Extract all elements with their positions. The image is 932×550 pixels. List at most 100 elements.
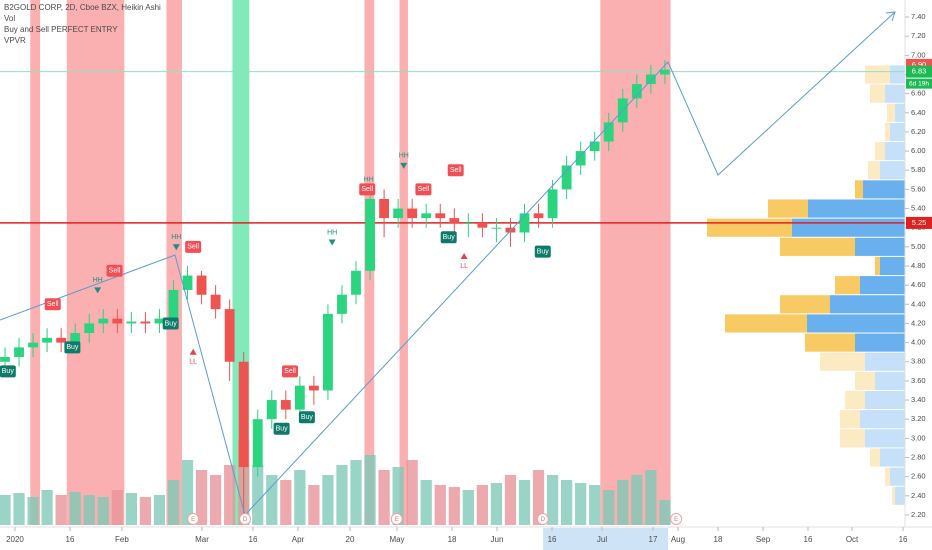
signal-label: Sell <box>418 186 430 193</box>
signal-badge <box>298 411 315 424</box>
candle-body <box>126 321 137 324</box>
profile-down <box>805 333 855 352</box>
profile-up <box>880 256 905 276</box>
event-label: D <box>243 517 248 523</box>
countdown-label: 6d 19h <box>909 80 929 87</box>
x-tick-label: Apr <box>292 535 305 544</box>
x-tick-label: May <box>389 535 404 544</box>
profile-down <box>887 103 895 122</box>
price-badge <box>906 65 932 78</box>
x-tick-label: 18 <box>714 535 723 544</box>
profile-down <box>768 199 808 218</box>
volume-bar <box>378 470 390 525</box>
y-tick-label: 3.20 <box>911 414 926 423</box>
candle-body <box>393 208 404 219</box>
profile-up <box>807 314 905 333</box>
volume-bar <box>224 465 236 525</box>
signal-badge <box>185 240 202 253</box>
x-tick-label: 16 <box>249 535 258 544</box>
pivot-arrow <box>172 244 180 251</box>
signal-band <box>399 0 408 525</box>
volume-bar <box>252 465 264 525</box>
volume-bar <box>181 460 194 525</box>
profile-down <box>820 352 865 371</box>
volume-bar <box>350 460 362 525</box>
volume-bar <box>125 493 137 525</box>
volume-bar <box>209 475 222 525</box>
candle-body <box>575 151 586 166</box>
trend-drawing <box>0 11 896 516</box>
y-tick-label: 2.20 <box>911 510 926 519</box>
pivot-label: HH <box>399 153 409 160</box>
event-marker <box>390 513 403 525</box>
signal-label: Sell <box>187 244 199 251</box>
x-tick-label: 16 <box>66 535 75 544</box>
volume-bar <box>645 470 657 525</box>
profile-up <box>863 180 905 199</box>
volume-bar <box>41 490 53 525</box>
candle-body <box>252 419 263 468</box>
candle-body <box>323 313 333 391</box>
y-tick-label: 6.40 <box>911 108 926 117</box>
x-tick-label: 17 <box>649 535 658 544</box>
x-tick-label: 18 <box>448 535 457 544</box>
y-tick-label: 2.60 <box>911 472 926 481</box>
profile-up <box>855 237 905 256</box>
volume-bar <box>603 490 615 525</box>
profile-down <box>840 410 860 429</box>
candle-body <box>168 289 179 319</box>
signal-badge <box>162 317 179 330</box>
profile-up <box>808 199 905 218</box>
profile-up <box>880 161 905 180</box>
signal-badge <box>534 245 551 258</box>
y-tick-label: 6.20 <box>911 127 926 136</box>
volume-bar <box>322 475 334 525</box>
candle-body <box>308 385 319 391</box>
x-tick-label: Mar <box>195 535 209 544</box>
volume-bar <box>518 480 531 525</box>
y-tick-label: 3.60 <box>911 376 926 385</box>
volume-bar <box>561 480 573 525</box>
y-tick-label: 4.80 <box>911 261 926 270</box>
pivot-arrow <box>94 287 102 294</box>
pivot-label: HH <box>93 277 103 284</box>
profile-up <box>890 65 905 84</box>
signal-badge <box>440 231 457 244</box>
volume-bar <box>69 492 81 525</box>
candle-body <box>14 347 24 357</box>
x-tick-label: Feb <box>115 535 129 544</box>
volume-bar <box>0 495 11 525</box>
x-tick-label: Oct <box>846 535 859 544</box>
candle-body <box>351 270 361 295</box>
volume-bar <box>364 455 376 525</box>
signal-badge <box>44 298 61 311</box>
profile-up <box>792 218 905 237</box>
signal-label: Sell <box>47 301 59 308</box>
y-tick-label: 6.00 <box>911 146 926 155</box>
volume-bar <box>420 480 432 525</box>
arrow-head <box>885 11 896 22</box>
volume-bar <box>97 497 109 525</box>
signal-badge <box>447 164 464 177</box>
signal-badge <box>0 365 16 378</box>
signal-label: Buy <box>276 426 289 433</box>
candle-body <box>519 213 530 233</box>
candle-body <box>589 141 600 152</box>
profile-up <box>865 390 905 410</box>
volume-bar <box>308 485 320 525</box>
signal-label: Sell <box>284 368 296 375</box>
candle-body <box>421 213 432 219</box>
event-label: D <box>541 517 546 523</box>
profile-down <box>885 122 890 142</box>
signal-label: Buy <box>537 248 550 255</box>
candle-body <box>196 275 207 295</box>
signal-badge <box>273 422 290 435</box>
volume-bar <box>631 475 643 525</box>
profile-down <box>725 314 807 333</box>
volume-bar <box>392 467 404 525</box>
profile-down <box>892 486 895 505</box>
signal-label: Sell <box>109 268 121 275</box>
signal-label: Buy <box>443 234 456 241</box>
